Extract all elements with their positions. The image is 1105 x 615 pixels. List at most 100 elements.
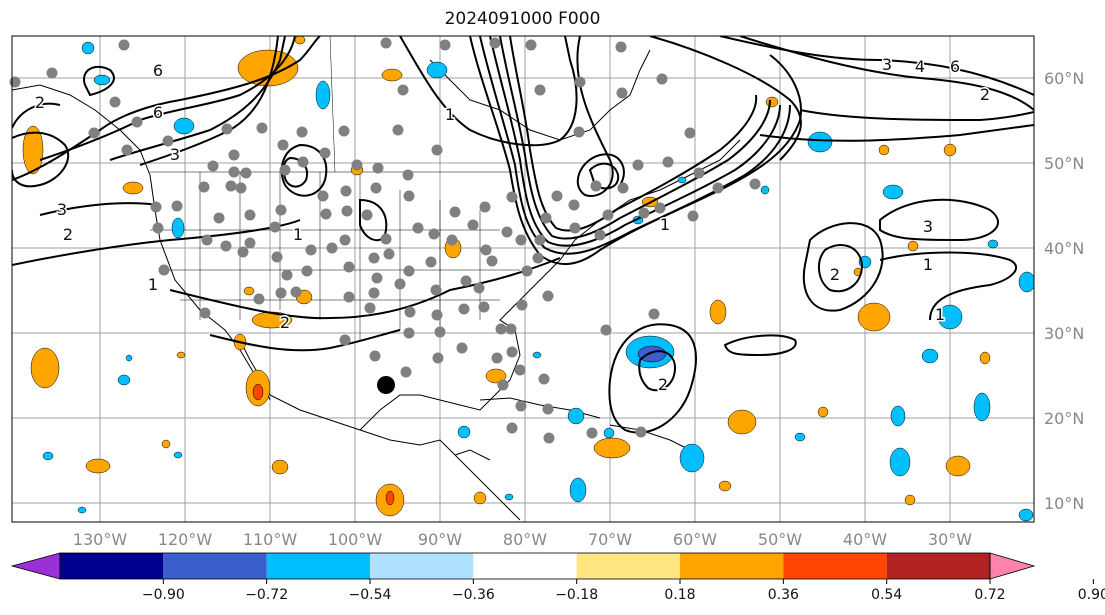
station-dot: [343, 261, 355, 273]
station-dot: [573, 126, 585, 138]
lon-label: 100°W: [328, 530, 383, 549]
latitude-labels: 60°N 50°N 40°N 30°N 20°N 10°N: [1044, 69, 1084, 513]
station-dot: [237, 246, 249, 258]
colorbar-tick-label: 0.54: [871, 587, 902, 603]
station-dot: [201, 234, 213, 246]
station-dot: [253, 293, 265, 305]
station-dot: [516, 299, 528, 311]
station-dot: [478, 301, 490, 313]
anomaly-patch: [718, 480, 732, 492]
station-dot: [638, 207, 650, 219]
station-dot: [152, 222, 164, 234]
anomaly-patch: [765, 96, 779, 108]
anomaly-patch: [93, 74, 111, 86]
station-dot: [131, 116, 143, 128]
lat-lon-grid: [12, 36, 1034, 522]
colorbar: [10, 552, 1036, 580]
station-dot: [244, 237, 256, 249]
station-dot: [271, 251, 283, 263]
anomaly-patch: [125, 354, 133, 362]
anomaly-patch: [979, 351, 991, 365]
station-dot: [394, 278, 406, 290]
colorbar-labels: −0.90 −0.72 −0.54 −0.36 −0.18 0.18 0.36 0.54 0.7…: [142, 579, 1105, 603]
station-dot: [46, 67, 58, 79]
anomaly-patch: [42, 451, 54, 461]
anomaly-patch: [532, 351, 542, 359]
station-dot: [542, 403, 554, 415]
colorbar-tick-label: −0.36: [452, 587, 495, 603]
colorbar-tick-label: −0.72: [245, 587, 288, 603]
contour-label: 2: [35, 93, 45, 112]
station-dot: [635, 426, 647, 438]
contour-label: 1: [660, 215, 670, 234]
contour-label: 2: [63, 225, 73, 244]
station-dot: [301, 265, 313, 277]
anomaly-patch: [882, 184, 904, 200]
lon-label: 110°W: [243, 530, 298, 549]
station-dot: [275, 287, 287, 299]
anomaly-patch: [81, 41, 95, 55]
station-dot: [456, 342, 468, 354]
lat-label: 60°N: [1044, 69, 1084, 88]
station-dot: [400, 366, 412, 378]
station-dot: [150, 201, 162, 213]
station-dot: [364, 302, 376, 314]
anomaly-patch: [709, 299, 727, 325]
station-dot: [425, 256, 437, 268]
station-dot: [158, 264, 170, 276]
lat-label: 10°N: [1044, 494, 1084, 513]
contour-label: 6: [950, 57, 960, 76]
station-dot: [281, 269, 293, 281]
station-dot: [616, 87, 628, 99]
station-dot: [207, 160, 219, 172]
station-dot: [662, 156, 674, 168]
station-dot: [121, 144, 133, 156]
anomaly-patch: [937, 304, 963, 330]
station-dot: [538, 373, 550, 385]
lon-label: 30°W: [928, 530, 972, 549]
station-dot: [403, 327, 415, 339]
lon-label: 90°W: [418, 530, 462, 549]
station-dot: [515, 234, 527, 246]
station-dot: [687, 210, 699, 222]
contour-label: 3: [882, 55, 892, 74]
colorbar-segment: [473, 553, 577, 579]
station-dot: [403, 265, 415, 277]
station-dot: [569, 222, 581, 234]
anomaly-patch: [1018, 508, 1034, 522]
station-dot: [244, 209, 256, 221]
station-dot: [221, 123, 233, 135]
anomaly-patch: [567, 407, 585, 425]
station-dot: [430, 284, 442, 296]
colorbar-tick-label: −0.18: [555, 587, 598, 603]
station-dot: [428, 228, 440, 240]
anomaly-patch: [890, 405, 906, 427]
station-dot: [305, 244, 317, 256]
contour-labels: 3 4 6 2 1 3 2 1 1 2 6 3 6 2 1 2 1 3 1 2: [33, 54, 991, 396]
station-dot: [279, 164, 291, 176]
station-dot: [460, 275, 472, 287]
station-dot: [479, 201, 491, 213]
contour-label: 3: [923, 217, 933, 236]
station-dot: [491, 352, 503, 364]
station-dot: [256, 122, 268, 134]
station-dot: [615, 41, 627, 53]
station-dot: [371, 272, 383, 284]
station-dot: [368, 252, 380, 264]
station-dot: [431, 144, 443, 156]
anomaly-patch: [385, 490, 395, 506]
colorbar-segment: [680, 553, 784, 579]
station-dot: [372, 162, 384, 174]
station-dot: [297, 156, 309, 168]
station-dot: [277, 139, 289, 151]
anomaly-patch: [727, 409, 757, 435]
anomaly-patch: [473, 491, 487, 505]
station-dot: [506, 422, 518, 434]
station-dot: [467, 219, 479, 231]
station-dot: [369, 350, 381, 362]
anomaly-patch: [243, 286, 255, 296]
anomaly-patch: [921, 348, 939, 364]
station-dot: [525, 39, 537, 51]
lon-label: 80°W: [503, 530, 547, 549]
contour-label: 2: [658, 375, 668, 394]
